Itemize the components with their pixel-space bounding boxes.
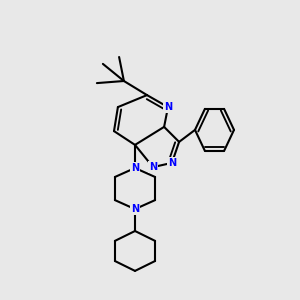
Text: N: N: [131, 163, 139, 173]
Text: N: N: [149, 162, 157, 172]
Text: N: N: [168, 158, 176, 168]
Text: N: N: [164, 102, 172, 112]
Text: N: N: [131, 204, 139, 214]
